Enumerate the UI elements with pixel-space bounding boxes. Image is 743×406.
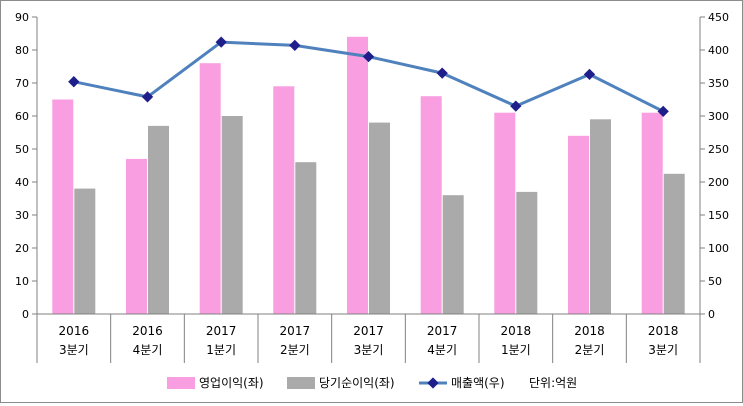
y-right-tick-label: 250 [708, 143, 729, 156]
legend-swatch-operating-profit [167, 377, 195, 389]
y-left-tick-label: 0 [22, 308, 29, 321]
bar-net-income [221, 116, 243, 314]
marker-sales [362, 50, 375, 63]
legend-label-operating-profit: 영업이익(좌) [199, 376, 264, 390]
y-right-tick-label: 400 [708, 44, 729, 57]
line-layer [68, 36, 669, 118]
x-tick-label-quarter: 3분기 [59, 343, 89, 357]
y-left-tick-label: 10 [15, 275, 29, 288]
x-tick-label-quarter: 2분기 [575, 343, 605, 357]
bar-operating-profit [494, 112, 516, 314]
unit-note: 단위:억원 [529, 376, 577, 390]
x-tick-label-year: 2017 [427, 324, 458, 338]
x-tick-label-year: 2018 [648, 324, 679, 338]
y-left-tick-label: 50 [15, 143, 29, 156]
marker-sales [583, 68, 596, 81]
y-right-tick-label: 200 [708, 176, 729, 189]
x-tick-label-quarter: 1분기 [501, 343, 531, 357]
x-tick-label-quarter: 4분기 [133, 343, 163, 357]
bar-net-income [148, 125, 169, 315]
bar-operating-profit [420, 96, 442, 314]
legend-marker-sales [427, 377, 439, 389]
y-left-tick-label: 40 [15, 176, 29, 189]
bar-net-income [442, 195, 464, 314]
y-right-tick-label: 100 [708, 242, 729, 255]
y-right-tick-label: 150 [708, 209, 729, 222]
bar-operating-profit [199, 63, 221, 315]
legend-label-sales: 매출액(우) [451, 376, 505, 390]
bar-net-income [516, 191, 538, 314]
bar-operating-profit [568, 135, 589, 314]
y-left-tick-label: 80 [15, 44, 29, 57]
y-right-tick-label: 0 [708, 308, 715, 321]
x-axis-labels: 2016 3분기 2016 4분기 2017 1분기 2017 2분기 2017 3분기 2017 4… [59, 324, 679, 357]
y-right-tick-label: 50 [708, 275, 722, 288]
y-right-tick-label: 450 [708, 11, 729, 24]
legend-swatch-net-income [287, 377, 315, 389]
x-tick-label-quarter: 3분기 [648, 343, 678, 357]
marker-sales [289, 39, 301, 52]
y-right-tick-label: 300 [708, 110, 729, 123]
x-tick-label-year: 2016 [59, 324, 90, 338]
axes: 0 10 20 30 40 50 60 70 80 90 0 50 100 150 200 250 300 350… [15, 11, 729, 363]
x-tick-label-year: 2017 [280, 324, 311, 338]
y-left-tick-label: 90 [15, 11, 29, 24]
bar-operating-profit [273, 86, 295, 314]
x-tick-label-year: 2017 [353, 324, 384, 338]
legend-label-net-income: 당기순이익(좌) [319, 376, 395, 390]
x-tick-label-year: 2018 [501, 324, 532, 338]
x-tick-label-year: 2016 [132, 324, 163, 338]
marker-sales [436, 67, 448, 79]
bar-operating-profit [52, 99, 74, 314]
marker-sales [510, 100, 522, 112]
bar-net-income [74, 188, 96, 314]
bar-net-income [590, 119, 611, 314]
bar-operating-profit [641, 112, 663, 314]
legend: 영업이익(좌) 당기순이익(좌) 매출액(우) 단위:억원 [167, 376, 577, 390]
y-right-tick-label: 350 [708, 77, 729, 90]
bar-net-income [663, 173, 685, 315]
x-tick-label-quarter: 2분기 [280, 343, 310, 357]
x-tick-label-year: 2018 [574, 324, 605, 338]
bar-layer [52, 36, 685, 315]
bar-net-income [369, 122, 390, 314]
bar-operating-profit [126, 158, 147, 314]
y-left-tick-label: 30 [15, 209, 29, 222]
bar-operating-profit [347, 36, 368, 315]
x-tick-label-year: 2017 [206, 324, 237, 338]
bar-net-income [295, 162, 317, 314]
marker-sales [68, 76, 80, 88]
x-tick-label-quarter: 1분기 [206, 343, 236, 357]
x-tick-label-quarter: 4분기 [427, 343, 457, 357]
y-left-tick-label: 70 [15, 77, 29, 90]
marker-sales [215, 36, 227, 48]
y-left-tick-label: 60 [15, 110, 29, 123]
x-tick-label-quarter: 3분기 [354, 343, 384, 357]
y-left-tick-label: 20 [15, 242, 29, 255]
